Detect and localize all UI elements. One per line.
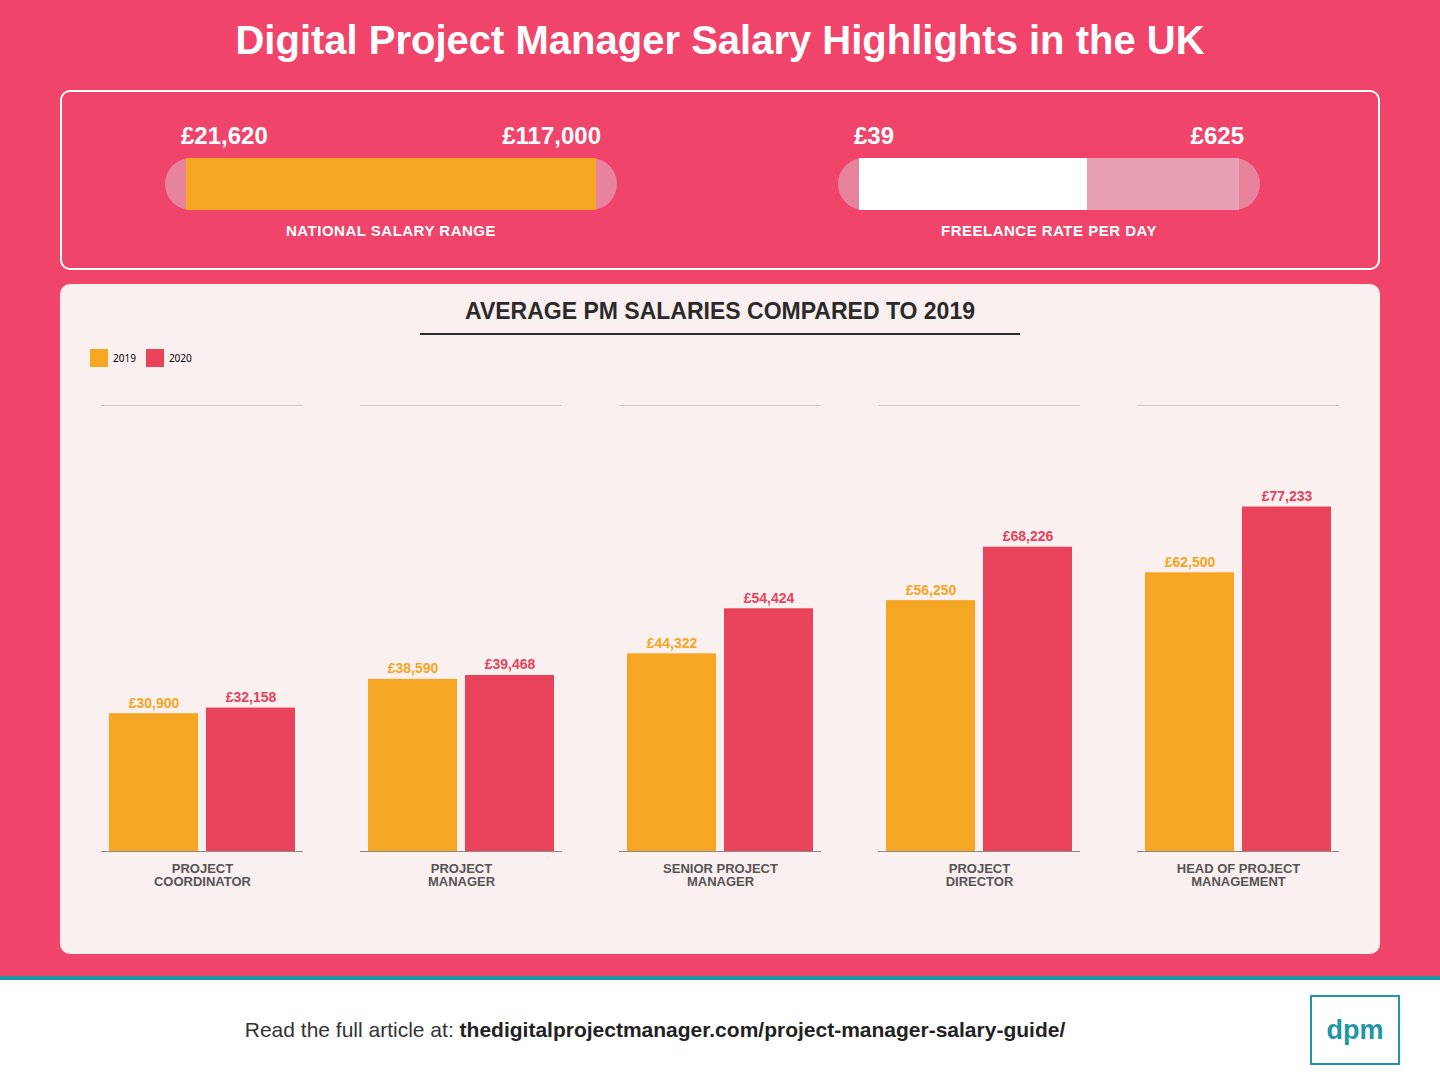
html-text:2019: 2019 — [113, 350, 136, 365]
svg-text:PROJECTMANAGER: PROJECTMANAGER — [428, 861, 496, 889]
html-text:£39: £39 — [854, 121, 894, 149]
html-text:£117,000: £117,000 — [502, 121, 601, 149]
html-text:dpm: dpm — [1326, 1014, 1384, 1045]
svg-text:£38,590: £38,590 — [388, 660, 439, 676]
html-text:FREELANCE RATE PER DAY: FREELANCE RATE PER DAY — [941, 221, 1157, 239]
svg-text:£54,424: £54,424 — [744, 590, 795, 606]
svg-text:£77,233: £77,233 — [1262, 488, 1313, 504]
svg-text:£39,468: £39,468 — [485, 656, 536, 672]
html-text:£21,620: £21,620 — [181, 121, 268, 149]
svg-text:£44,322: £44,322 — [647, 635, 698, 651]
html-text:Digital Project Manager Salary: Digital Project Manager Salary Highlight… — [235, 18, 1205, 62]
svg-text:HEAD OF PROJECTMANAGEMENT: HEAD OF PROJECTMANAGEMENT — [1177, 861, 1301, 889]
svg-text:£68,226: £68,226 — [1003, 528, 1054, 544]
html-text:NATIONAL SALARY RANGE: NATIONAL SALARY RANGE — [286, 221, 496, 239]
svg-text:PROJECTCOORDINATOR: PROJECTCOORDINATOR — [154, 861, 252, 889]
svg-text:£30,900: £30,900 — [129, 695, 180, 711]
svg-text:£32,158: £32,158 — [226, 689, 277, 705]
svg-text:SENIOR PROJECTMANAGER: SENIOR PROJECTMANAGER — [663, 861, 778, 889]
html-text:Read the full article at: thed: Read the full article at: thedigitalproj… — [244, 1018, 1066, 1041]
html-text:AVERAGE PM SALARIES COMPARED T: AVERAGE PM SALARIES COMPARED TO 2019 — [465, 298, 975, 324]
html-text:2020: 2020 — [168, 350, 192, 365]
svg-text:PROJECTDIRECTOR: PROJECTDIRECTOR — [946, 861, 1014, 889]
svg-text:£56,250: £56,250 — [906, 582, 957, 598]
svg-text:£62,500: £62,500 — [1165, 554, 1216, 570]
html-text:£625: £625 — [1190, 121, 1244, 149]
